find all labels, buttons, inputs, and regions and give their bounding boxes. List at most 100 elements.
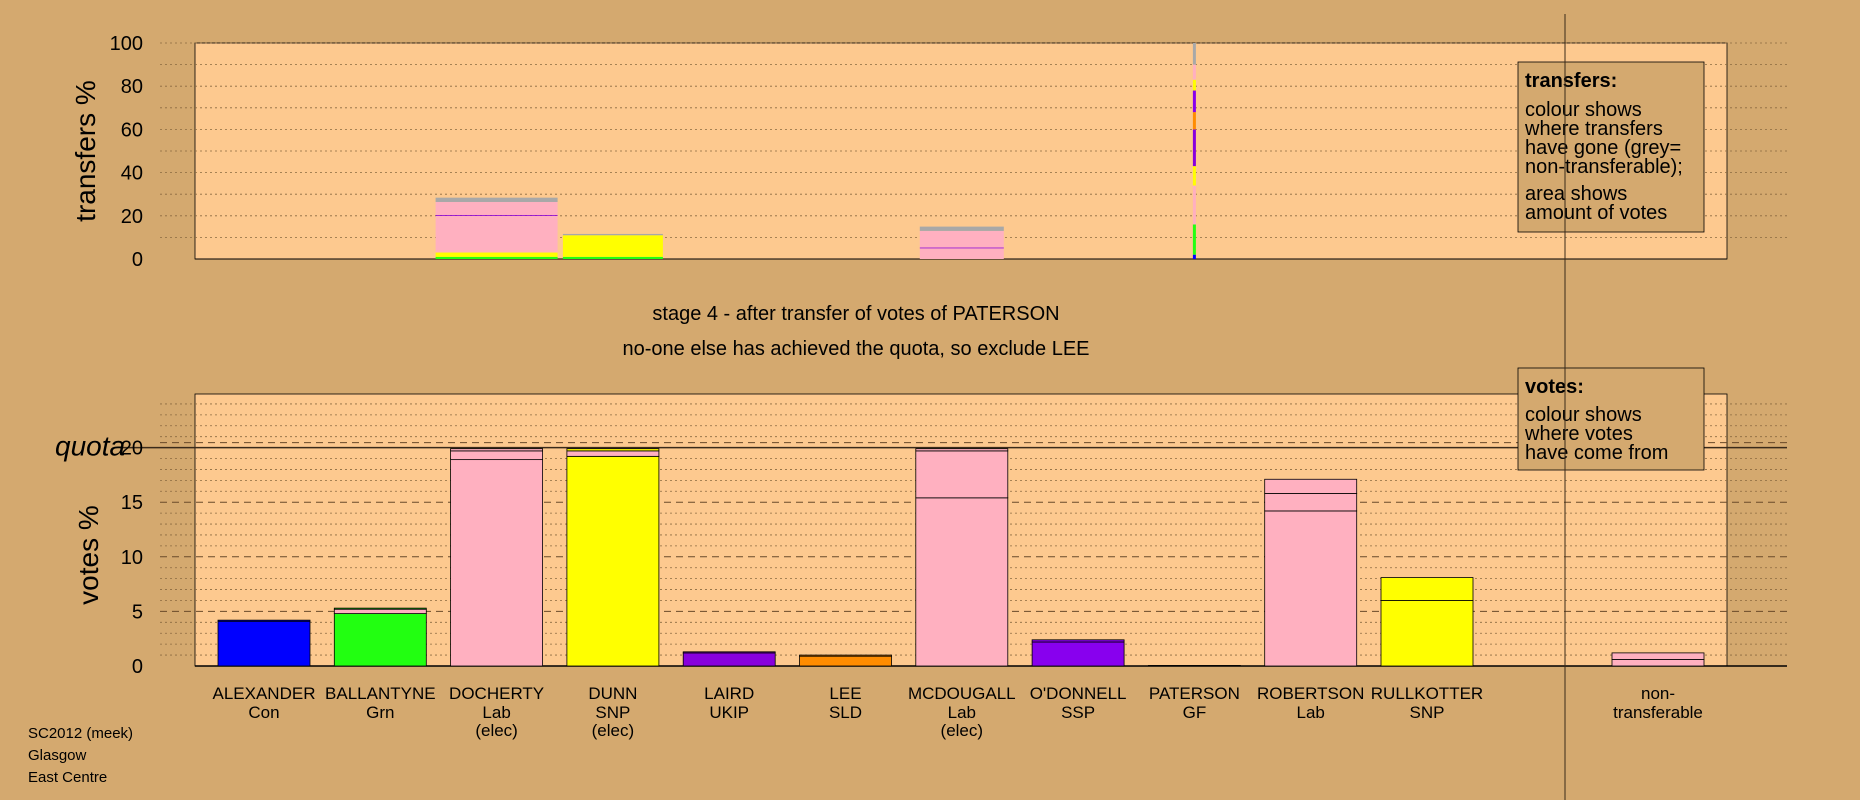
transfers-y-tick-label: 40 (121, 163, 143, 185)
transfers-legend-line: colour shows (1525, 99, 1642, 121)
meta-council: Glasgow (28, 747, 87, 764)
vote-segment (1380, 577, 1474, 601)
vote-bar-robertson (1264, 478, 1358, 667)
candidate-elected: (elec) (592, 721, 635, 740)
vote-segment (1380, 600, 1474, 667)
transfers-chart: 0 20 40 60 80 100 transfers % transfers: colour … (70, 33, 1787, 271)
candidate-party: Lab (1297, 703, 1325, 722)
votes-y-axis-title: votes % (73, 505, 104, 605)
votes-y-tick-label: 15 (121, 492, 143, 514)
vote-segment (566, 455, 660, 667)
transfer-segment (1192, 43, 1196, 65)
vote-bar-odonnell (1031, 639, 1125, 667)
votes-y-tick-label: 0 (132, 656, 143, 678)
votes-y-tick-label: 20 (121, 438, 143, 460)
vote-segment (1031, 641, 1125, 667)
transfers-y-tick-label: 80 (121, 76, 143, 98)
vote-segment (1264, 478, 1358, 494)
votes-legend-box (1517, 367, 1705, 471)
transfer-bar-paterson (1192, 43, 1196, 259)
transfer-segment (435, 252, 558, 257)
transfer-segment (1192, 254, 1196, 259)
transfer-segment (435, 215, 558, 253)
candidate-name: ALEXANDER (213, 684, 316, 703)
vote-segment (915, 450, 1009, 499)
vote-bar-ballantyne (333, 607, 427, 667)
vote-bar-dunn (566, 448, 660, 667)
vote-segment (1611, 659, 1705, 667)
candidate-party: Grn (366, 703, 394, 722)
vote-segment (566, 448, 660, 452)
candidate-name: BALLANTYNE (325, 684, 436, 703)
candidate-name: ROBERTSON (1257, 684, 1364, 703)
votes-y-tick-label: 10 (121, 547, 143, 569)
vote-segment (450, 459, 544, 667)
meta-election: SC2012 (meek) (28, 725, 133, 742)
candidate-name: RULLKOTTER (1371, 684, 1483, 703)
vote-bar-rullkotter (1380, 577, 1474, 667)
vote-bar-alexander (217, 619, 311, 667)
candidate-party: Con (248, 703, 279, 722)
transfer-segment (435, 214, 558, 216)
election-meta: SC2012 (meek) Glasgow East Centre (28, 725, 133, 786)
transfer-segment (919, 247, 1004, 249)
transfers-y-tick-label: 20 (121, 206, 143, 228)
exclusion-note: no-one else has achieved the quota, so e… (623, 338, 1090, 360)
vote-segment (1148, 665, 1241, 667)
vote-segment (915, 497, 1009, 667)
transfer-segment (435, 256, 558, 259)
transfer-segment (435, 201, 558, 215)
non-transferable-label-line: transferable (1613, 703, 1703, 722)
candidate-party: SSP (1061, 703, 1095, 722)
transfers-legend-title: transfers: (1525, 70, 1617, 92)
transfers-legend-line: amount of votes (1525, 202, 1667, 224)
transfers-legend-line: have gone (grey= (1525, 137, 1681, 159)
transfer-segment (1192, 185, 1196, 225)
candidate-elected: (elec) (941, 721, 984, 740)
vote-segment (450, 450, 544, 461)
transfers-y-tick-label: 60 (121, 119, 143, 141)
vote-segment (682, 652, 776, 667)
candidate-party: Lab (948, 703, 976, 722)
candidate-party: SNP (1410, 703, 1445, 722)
vote-segment (217, 620, 311, 667)
transfer-segment (919, 226, 1004, 231)
vote-segment (1264, 510, 1358, 667)
votes-y-tick-label: 5 (132, 601, 143, 623)
transfer-segment (1192, 129, 1196, 167)
vote-segment (799, 655, 892, 667)
candidate-name: MCDOUGALL (908, 684, 1016, 703)
vote-segment (566, 450, 660, 457)
candidate-party: GF (1183, 703, 1207, 722)
candidate-name: LEE (829, 684, 861, 703)
non-transferable-label: non-transferable (1613, 684, 1703, 722)
vote-segment (333, 607, 427, 610)
transfers-legend-line: area shows (1525, 183, 1627, 205)
vote-bar-laird (682, 651, 776, 667)
votes-legend-line: colour shows (1525, 404, 1642, 426)
transfer-segment (919, 248, 1004, 259)
transfers-legend-box (1517, 61, 1705, 233)
stage-captions: stage 4 - after transfer of votes of PAT… (623, 303, 1090, 360)
candidate-name: O'DONNELL (1030, 684, 1127, 703)
vote-segment (682, 651, 776, 654)
transfer-segment (562, 256, 663, 259)
vote-segment (915, 448, 1009, 452)
transfer-bar-dunn (562, 233, 663, 259)
transfer-segment (562, 233, 663, 236)
candidate-name: PATERSON (1149, 684, 1240, 703)
vote-segment (1264, 493, 1358, 512)
quota-label: quota (55, 431, 125, 462)
transfer-segment (435, 197, 558, 202)
candidate-name: DUNN (588, 684, 637, 703)
candidate-party: SNP (595, 703, 630, 722)
votes-legend-title: votes: (1525, 376, 1584, 398)
